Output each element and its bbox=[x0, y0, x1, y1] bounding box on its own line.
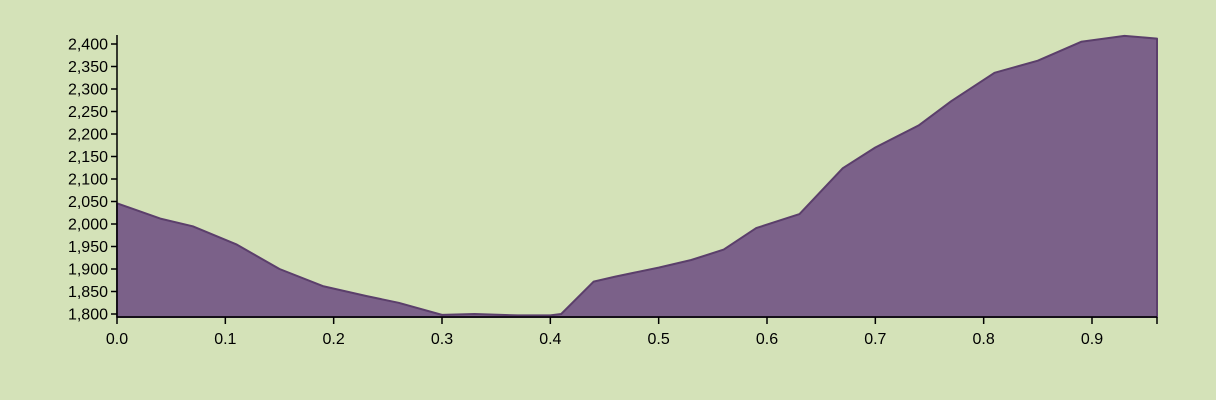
y-tick-label: 2,000 bbox=[68, 217, 108, 234]
y-tick-label: 1,950 bbox=[68, 239, 108, 256]
x-tick-label: 0.6 bbox=[756, 331, 778, 348]
x-tick-label: 0.4 bbox=[539, 331, 561, 348]
y-tick-label: 2,150 bbox=[68, 149, 108, 166]
x-tick-label: 0.5 bbox=[648, 331, 670, 348]
y-tick-label: 2,050 bbox=[68, 194, 108, 211]
y-tick-label: 2,250 bbox=[68, 104, 108, 121]
y-tick-label: 2,300 bbox=[68, 82, 108, 99]
y-tick-label: 1,800 bbox=[68, 307, 108, 324]
area-series bbox=[116, 34, 1158, 318]
x-tick-label: 0.0 bbox=[106, 331, 128, 348]
y-axis: 1,800 1,850 1,900 1,950 2,000 2,050 2,100 2,150… bbox=[68, 35, 118, 324]
y-tick-label: 1,850 bbox=[68, 284, 108, 301]
y-tick-label: 2,350 bbox=[68, 59, 108, 76]
x-tick-label: 0.7 bbox=[864, 331, 886, 348]
x-axis: 0.0 0.1 0.2 0.3 0.4 0.5 0.6 0.7 0.8 0.9 bbox=[106, 316, 1158, 348]
plot-area bbox=[116, 34, 1158, 318]
y-tick-label: 2,100 bbox=[68, 172, 108, 189]
y-tick-label: 2,400 bbox=[68, 37, 108, 54]
y-tick-label: 1,900 bbox=[68, 262, 108, 279]
x-tick-label: 0.2 bbox=[323, 331, 345, 348]
x-tick-label: 0.1 bbox=[214, 331, 236, 348]
x-tick-label: 0.9 bbox=[1081, 331, 1103, 348]
y-tick-label: 2,200 bbox=[68, 127, 108, 144]
x-tick-label: 0.3 bbox=[431, 331, 453, 348]
x-tick-label: 0.8 bbox=[973, 331, 995, 348]
